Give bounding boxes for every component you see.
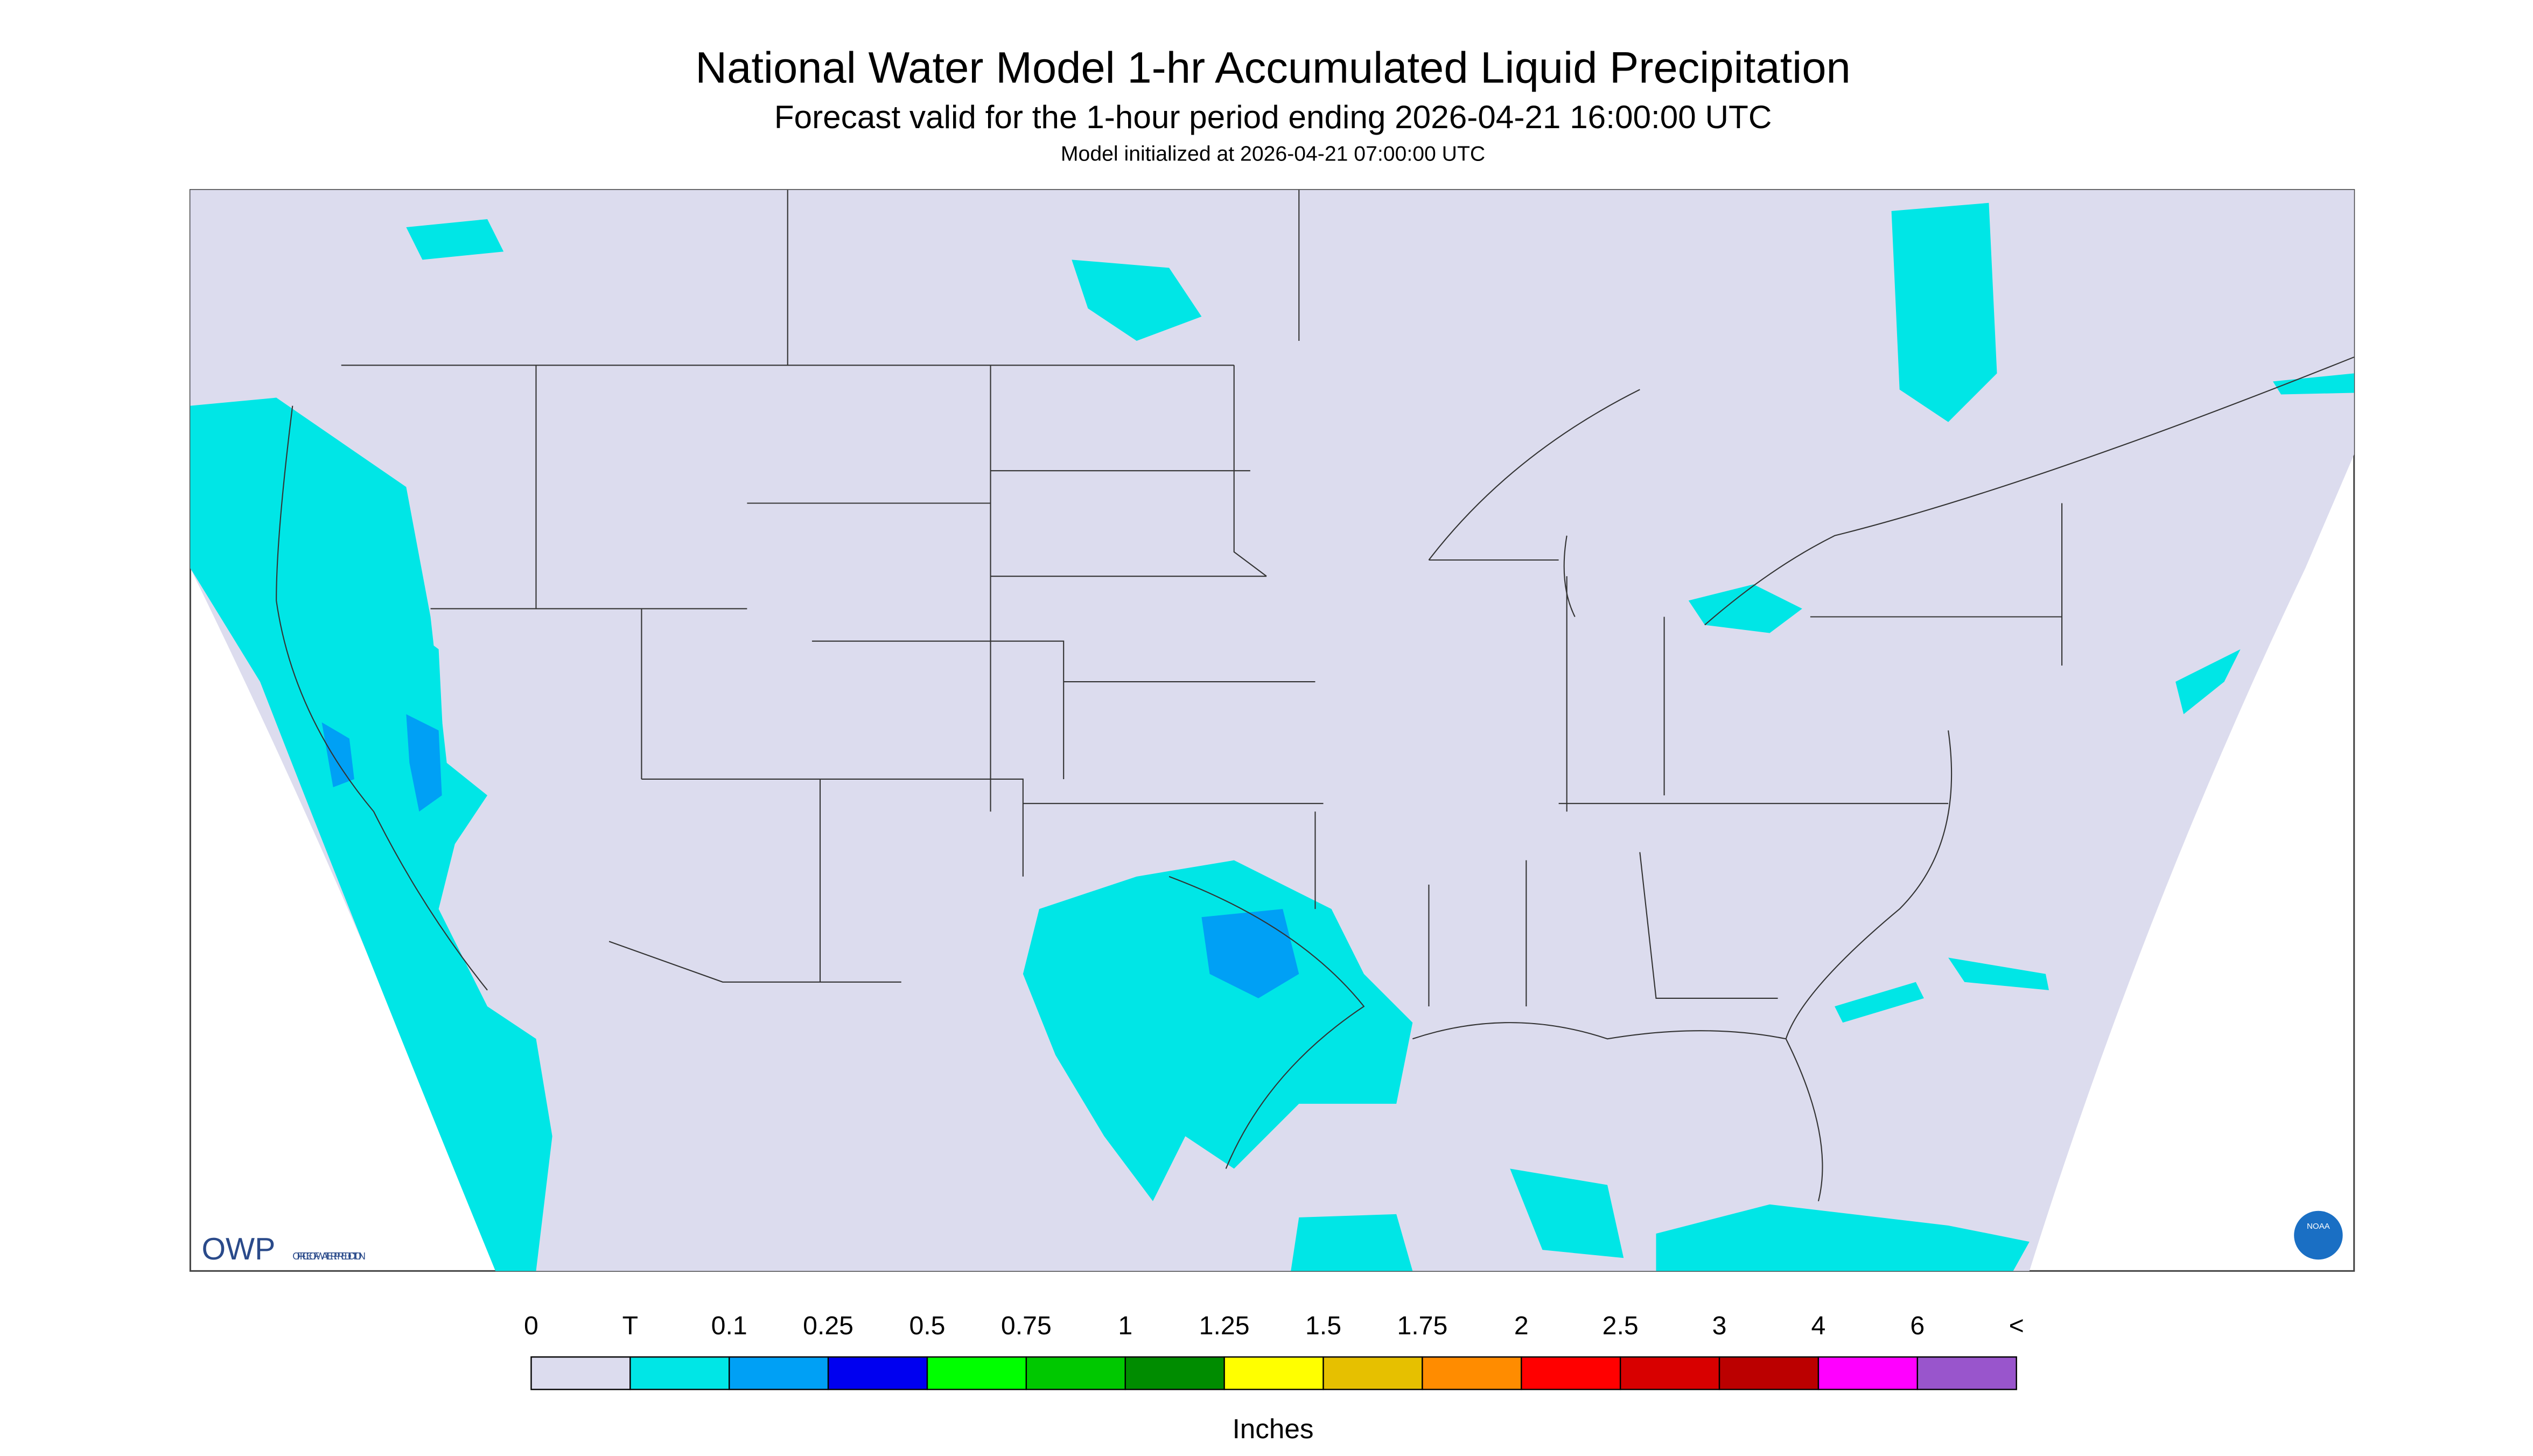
subtitle: Forecast valid for the 1-hour period end…: [774, 99, 1772, 135]
noaa-text: NOAA: [2307, 1222, 2331, 1231]
title: National Water Model 1-hr Accumulated Li…: [695, 44, 1850, 93]
legend-swatch: [1817, 1356, 1919, 1390]
legend-swatch: [1521, 1356, 1621, 1390]
legend-label: 1: [1118, 1311, 1132, 1340]
boundaries: [276, 190, 2355, 1201]
legend-swatch: [1422, 1356, 1522, 1390]
legend-unit: Inches: [1233, 1413, 1314, 1444]
precipitation: [190, 202, 2354, 1271]
noaa-logo: [2294, 1210, 2343, 1260]
legend-swatch: [1916, 1356, 2017, 1390]
model-domain: [190, 190, 2354, 1271]
owp-name: OFFICE OF WATER PREDICTION: [292, 1251, 366, 1262]
legend-label: 6: [1910, 1311, 1925, 1340]
legend-swatch: [827, 1356, 928, 1390]
legend-label: 0.25: [803, 1311, 853, 1340]
legend-label: 1.5: [1305, 1311, 1341, 1340]
legend-label: 2.5: [1603, 1311, 1639, 1340]
legend-swatch: [1323, 1356, 1423, 1390]
legend-label: 0.75: [1001, 1311, 1052, 1340]
legend-label: 0.1: [711, 1311, 747, 1340]
legend-label: 0.5: [909, 1311, 945, 1340]
legend-swatch: [1619, 1356, 1720, 1390]
legend-label: 2: [1514, 1311, 1529, 1340]
legend-swatch: [1223, 1356, 1324, 1390]
legend-label: T: [622, 1311, 638, 1340]
map: OWP OFFICE OF WATER PREDICTION NOAA: [189, 189, 2355, 1272]
legend: 0 T 0.1 0.25 0.5 0.75 1 1.25 1.5 1.75 2 2.5 3 4 6 <: [524, 1311, 2024, 1390]
legend-swatch: [629, 1356, 730, 1390]
legend-label: <: [2009, 1311, 2024, 1340]
legend-label: 4: [1811, 1311, 1826, 1340]
legend-swatch: [1025, 1356, 1126, 1390]
init-time: Model initialized at 2026-04-21 07:00:00…: [1061, 142, 1485, 165]
legend-swatch: [530, 1356, 631, 1390]
legend-label: 0: [524, 1311, 538, 1340]
legend-label: 3: [1712, 1311, 1727, 1340]
legend-label: 1.75: [1397, 1311, 1447, 1340]
legend-swatch: [1718, 1356, 1820, 1390]
legend-swatch: [926, 1356, 1027, 1390]
legend-swatch: [1124, 1356, 1225, 1390]
legend-swatch: [728, 1356, 829, 1390]
legend-label: 1.25: [1199, 1311, 1250, 1340]
owp-logo: OWP: [201, 1232, 275, 1266]
